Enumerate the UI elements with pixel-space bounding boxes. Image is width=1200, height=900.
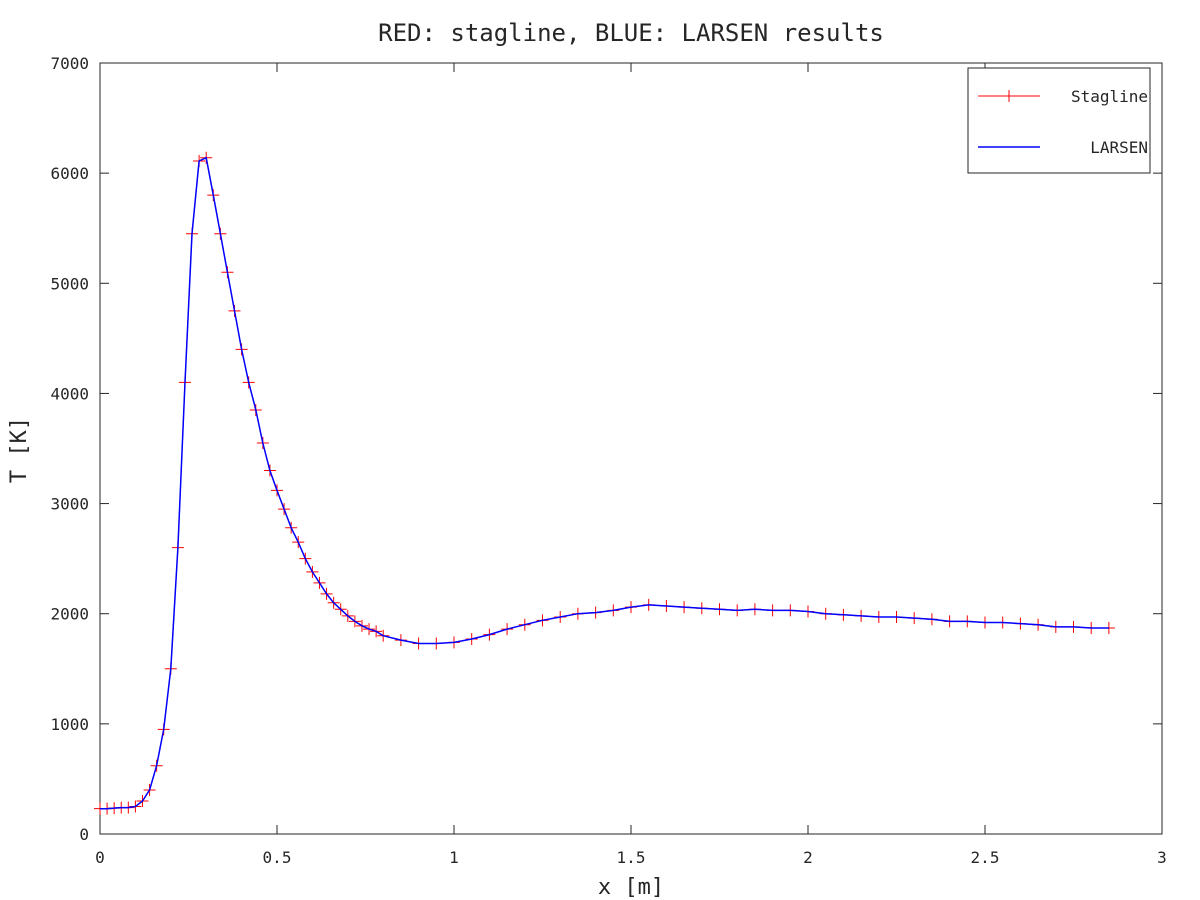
- x-tick-label: 3: [1157, 848, 1167, 867]
- y-tick-label: 3000: [50, 495, 89, 514]
- y-tick-label: 4000: [50, 384, 89, 403]
- x-tick-label: 1.5: [617, 848, 646, 867]
- y-tick-label: 5000: [50, 274, 89, 293]
- legend-stagline-marker: [1003, 90, 1015, 102]
- chart-title: RED: stagline, BLUE: LARSEN results: [378, 19, 884, 47]
- y-axis-ticks: 0 1000 2000 3000 4000 5000 6000 7000: [50, 54, 1162, 844]
- x-axis-title: x [m]: [598, 875, 664, 900]
- series-layer: [94, 151, 1115, 815]
- x-tick-label: 0.5: [263, 848, 292, 867]
- y-tick-label: 7000: [50, 54, 89, 73]
- legend-box: [967, 67, 1151, 174]
- x-axis-ticks: 0 0.5 1 1.5 2 2.5 3: [95, 63, 1167, 867]
- series-line-larsen: [100, 156, 1109, 810]
- y-axis-title: T [K]: [7, 417, 32, 483]
- legend: Stagline LARSEN: [967, 67, 1151, 174]
- x-tick-label: 0: [95, 848, 105, 867]
- legend-stagline-label: Stagline: [1071, 87, 1148, 106]
- legend-larsen-label: LARSEN: [1090, 138, 1148, 157]
- y-tick-label: 6000: [50, 164, 89, 183]
- x-tick-label: 2.5: [971, 848, 1000, 867]
- x-tick-label: 2: [803, 848, 813, 867]
- x-tick-label: 1: [449, 848, 459, 867]
- y-tick-label: 0: [79, 825, 89, 844]
- y-tick-label: 2000: [50, 605, 89, 624]
- y-tick-label: 1000: [50, 715, 89, 734]
